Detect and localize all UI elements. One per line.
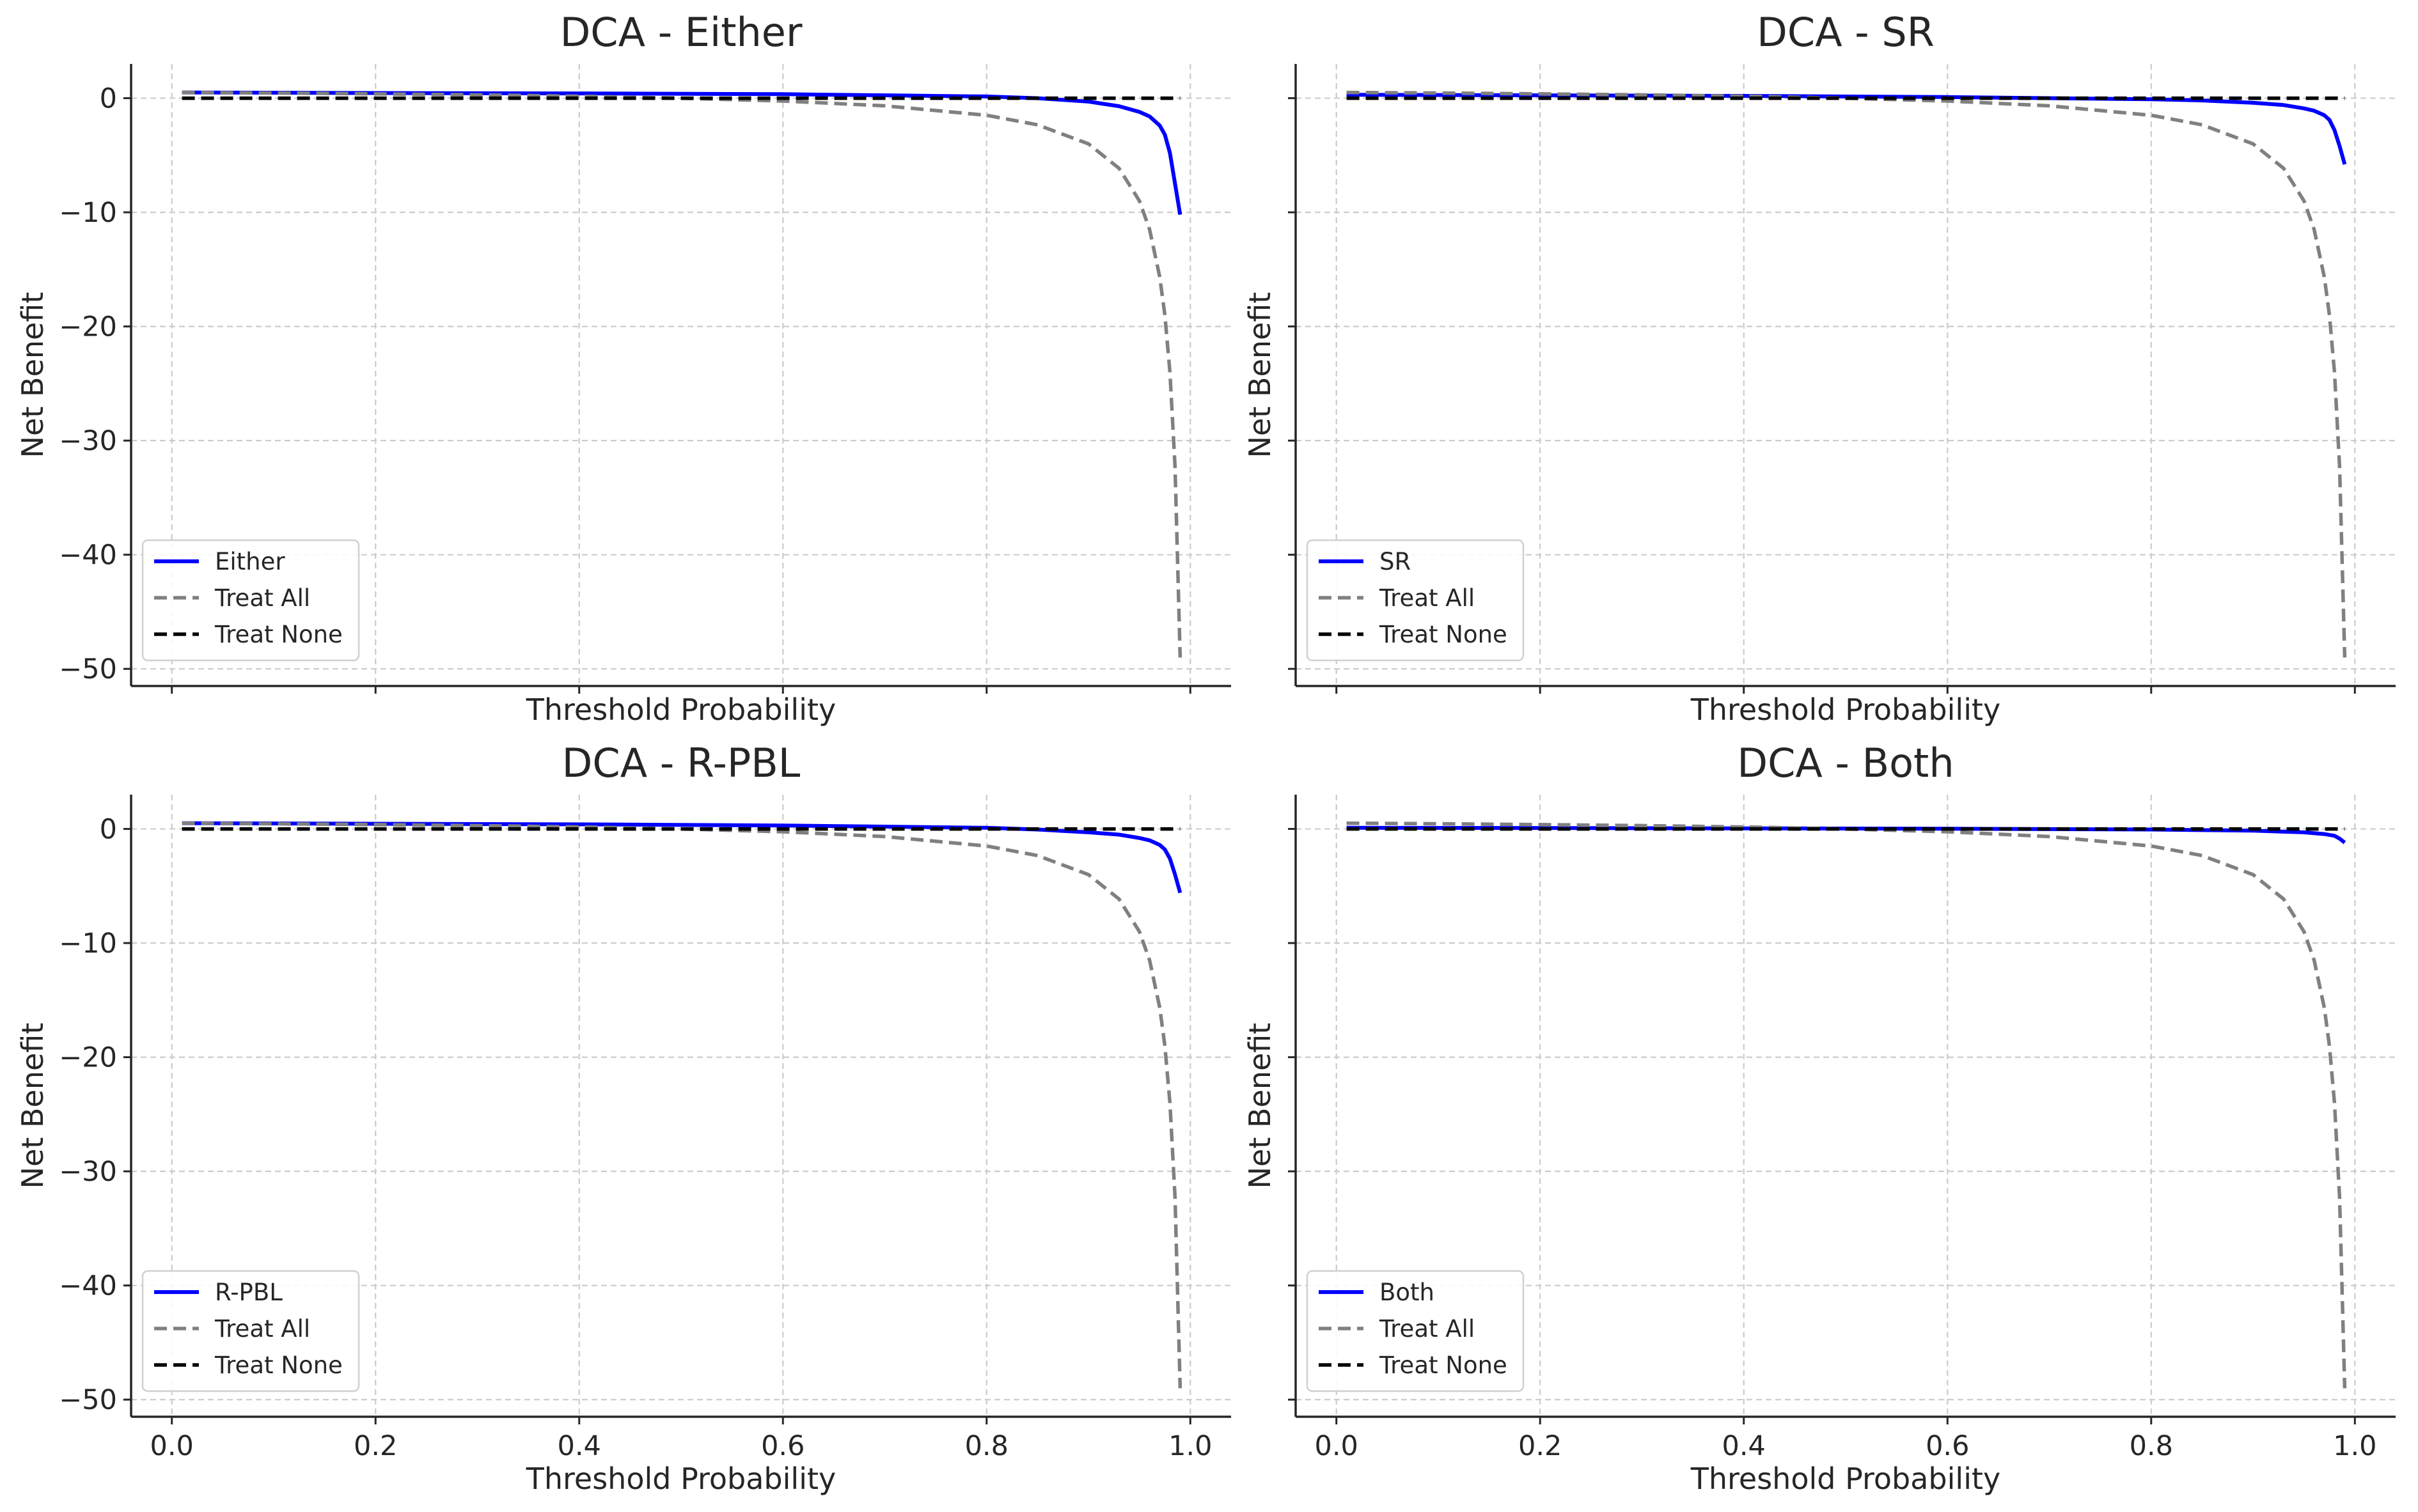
x-tick-label: 0.2 [354,1430,397,1462]
legend-label: Treat None [1379,1352,1507,1379]
x-tick-label: 0.6 [761,1430,805,1462]
series-line-treat-all [182,821,1182,1389]
x-tick-label: 1.0 [2333,1430,2376,1462]
legend-label: Treat All [1379,1315,1475,1343]
y-tick-label: 0 [100,814,117,846]
chart-title: DCA - Either [560,9,803,56]
series-line-either [182,90,1182,215]
legend-label: R-PBL [215,1279,283,1306]
series-line-r-pbl [182,821,1182,894]
legend: Both Treat All Treat None [1306,1270,1525,1392]
x-axis-label: Threshold Probability [526,1461,836,1496]
chart-title: DCA - Both [1737,740,1954,786]
y-tick-label: −40 [59,1270,117,1302]
legend-label: Treat All [1379,584,1475,612]
y-tick-label: −10 [59,928,117,960]
legend-label: Treat All [214,1315,310,1343]
chart-panel-3: 0 −10 −20 −30 −40 −50 0.0 0.2 0.4 0.6 0.8 1.0 DCA - … [15,740,1231,1496]
chart-panel-1: 0 −10 −20 −30 −40 −50 DCA - Either Threshold Pr… [15,9,1231,727]
y-axis-label: Net Benefit [15,1023,50,1189]
y-axis-label: Net Benefit [1243,292,1277,458]
chart-panel-2: DCA - SR Threshold Probability Net Benefit… [1243,9,2396,727]
x-tick-label: 0.6 [1926,1430,1969,1462]
legend-label: Treat All [214,584,310,612]
legend: Either Treat All Treat None [141,539,360,662]
y-axis-label: Net Benefit [15,292,50,458]
y-tick-label: −40 [59,540,117,572]
legend-label: Treat None [1379,621,1507,648]
series-line-treat-all [182,90,1182,658]
y-tick-label: −20 [59,1042,117,1074]
y-tick-label: −20 [59,311,117,343]
y-tick-label: −30 [59,425,117,457]
y-tick-label: −50 [59,653,117,685]
x-tick-label: 1.0 [1168,1430,1212,1462]
y-tick-label: −10 [59,197,117,229]
x-axis-label: Threshold Probability [1690,692,2000,727]
x-tick-label: 0.2 [1518,1430,1562,1462]
legend-frame [141,539,360,662]
legend-frame [1306,539,1525,662]
x-axis-label: Threshold Probability [1690,1461,2000,1496]
legend-label: Both [1379,1279,1434,1306]
x-tick-label: 0.0 [150,1430,194,1462]
x-tick-label: 0.0 [1315,1430,1358,1462]
legend-frame [141,1270,360,1392]
legend-label: SR [1379,548,1411,575]
legend-label: Either [215,548,285,575]
chart-panel-4: 0.0 0.2 0.4 0.6 0.8 1.0 DCA - Both Threshold Pr… [1243,740,2396,1496]
legend-label: Treat None [214,621,343,648]
series-line-treat-all [1346,90,2347,658]
chart-title: DCA - R-PBL [562,740,801,786]
y-tick-label: −30 [59,1156,117,1188]
y-tick-label: −50 [59,1384,117,1416]
y-axis-label: Net Benefit [1243,1023,1277,1189]
x-tick-label: 0.4 [1722,1430,1766,1462]
legend: R-PBL Treat All Treat None [141,1270,360,1392]
x-tick-label: 0.8 [2130,1430,2173,1462]
x-axis-label: Threshold Probability [526,692,836,727]
x-tick-label: 0.4 [558,1430,601,1462]
series-line-treat-all [1346,821,2347,1389]
legend-label: Treat None [214,1352,343,1379]
legend: SR Treat All Treat None [1306,539,1525,662]
legend-frame [1306,1270,1525,1392]
y-tick-label: 0 [100,83,117,115]
x-tick-label: 0.8 [965,1430,1009,1462]
chart-title: DCA - SR [1757,9,1935,56]
